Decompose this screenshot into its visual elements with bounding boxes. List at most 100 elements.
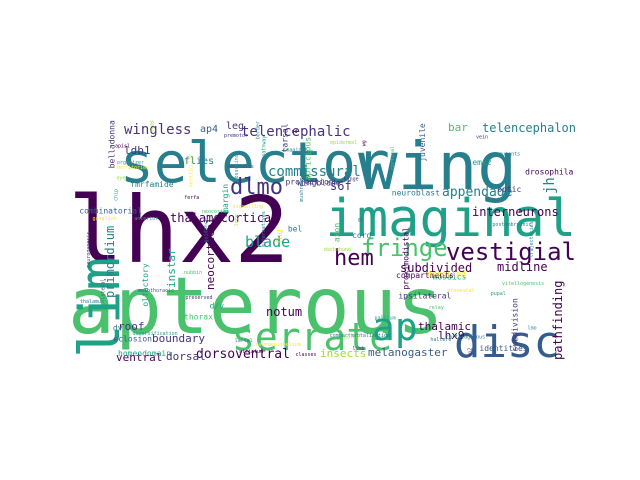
word-cloud-word: s6f [330,179,352,193]
word-cloud-word: pupal [491,291,506,297]
word-cloud-word: jh [542,177,558,194]
word-cloud-word: bar [448,121,468,134]
word-cloud-word: diversification [133,331,178,337]
word-cloud-word: serrate [232,315,392,359]
word-cloud-word: dv [113,324,123,333]
word-cloud-word: lim [68,257,133,358]
word-cloud-word: hem [334,246,374,271]
word-cloud-word: primordium [103,226,117,298]
word-cloud-word: ap4 [200,124,218,135]
word-cloud-word: border [255,121,261,139]
word-cloud-word: wg [361,140,367,146]
word-cloud-word: pallium [375,315,396,321]
word-cloud-word: projection [285,178,333,187]
word-cloud-word: epidermal [330,140,357,146]
word-cloud-word: lmo [528,326,537,332]
word-cloud-word: imaginal [283,147,307,153]
word-cloud-word: tarsal [281,123,290,152]
word-cloud-word: ventral [116,351,162,364]
word-cloud-word: nubbin [184,270,202,276]
word-cloud-word: signalling [233,204,263,210]
word-cloud-word: dl [358,217,364,223]
word-cloud-word: thalamus [80,299,104,305]
word-cloud-word: cortical [390,146,396,170]
word-cloud-word: fringe [361,234,448,262]
word-cloud-word: drosophila [525,168,573,177]
word-cloud-word: trajectories [529,221,535,257]
word-cloud-word: cartilaginous [446,335,485,341]
word-cloud-word: vein [476,135,488,141]
word-cloud-word: disc [454,317,560,368]
word-cloud-word: limb [352,346,364,352]
word-cloud-word: telencephalic [241,124,351,140]
word-cloud-word: commissural [268,164,361,180]
word-cloud-word: d/v [210,302,225,311]
word-cloud-word: appendage [442,185,513,200]
word-cloud-word: vestigial [446,238,576,266]
word-cloud-word: subdivided [400,261,472,275]
word-cloud-word: dorsal [166,350,206,363]
word-cloud-word: ap2 [468,348,474,357]
word-cloud-word: instar [165,248,178,288]
word-cloud-word: roof [118,320,145,333]
word-cloud-word: tcas [149,120,155,132]
word-cloud-word: juvenile [418,123,427,162]
word-cloud-word: olfactory [141,263,150,307]
word-cloud-word: classes [295,352,316,358]
word-cloud-word: lateral [100,279,106,300]
word-cloud-word: neocortex [202,209,229,215]
word-cloud-word: selector [120,131,390,196]
word-cloud-word: flies [184,156,214,167]
word-cloud-word: larval [235,338,253,344]
word-cloud-word: wingblade [297,178,341,187]
word-cloud-word: sd [292,129,298,135]
word-cloud-word: capricious [303,137,312,185]
word-cloud-word: ipsilateral [398,292,451,301]
word-cloud-word: compartments [396,271,454,280]
word-cloud-word: proneural [447,288,474,294]
word-cloud-word: cord [352,231,371,240]
word-cloud-word: ventralis [227,164,254,170]
word-cloud-word: mushroom [299,178,305,202]
word-cloud-word: belladonna [107,120,116,168]
word-cloud-word: ventricular [189,154,195,187]
word-cloud-word: wingless [124,122,191,138]
word-cloud-word: crossveins [234,154,240,184]
word-cloud-word: premotor [224,133,248,139]
word-cloud-word: thorax [184,313,213,322]
word-cloud-word: fmrfamide [130,180,174,189]
word-cloud-word: axon [332,223,341,242]
word-cloud-word: boundary [152,332,205,345]
word-cloud-word: fng [275,229,284,244]
word-cloud-word: lhx2 [68,177,290,284]
word-cloud-word: combinatorial [79,206,142,215]
word-cloud-word: territories [116,165,149,171]
word-cloud-word: dachshund [324,247,351,253]
word-cloud-word: bel [288,224,303,233]
word-cloud-word: anterior [134,216,158,222]
word-cloud-word: mosaics [433,273,467,282]
word-cloud-word: neurogenesis [86,232,92,268]
word-cloud-word: insects [320,347,366,360]
word-cloud-word: melanogaster [368,346,448,359]
word-cloud-word: optic [497,185,521,194]
word-cloud-word: compartmentalization [330,333,390,339]
word-cloud-word: leg [226,121,244,132]
word-cloud-word: striatum [239,349,263,355]
word-cloud-word: apterous [68,262,444,352]
word-cloud-word: apisl [115,143,130,149]
word-cloud-word: homeodomain [118,349,171,358]
word-cloud-word: proximodistal [401,227,410,290]
word-cloud-word: postembryonic [492,222,531,228]
word-cloud-word: preserved [185,295,212,301]
word-cloud-word: guidance [203,218,209,242]
word-cloud-word: haltere [430,337,451,343]
word-cloud-word: thalamic [418,320,471,333]
word-cloud-word: subdivision [510,298,519,351]
word-cloud-word: emx2 [472,158,491,167]
word-cloud-word: relay [429,305,444,311]
word-cloud-word: vg [307,149,313,155]
word-cloud-word: neuroepithelium [256,342,301,348]
